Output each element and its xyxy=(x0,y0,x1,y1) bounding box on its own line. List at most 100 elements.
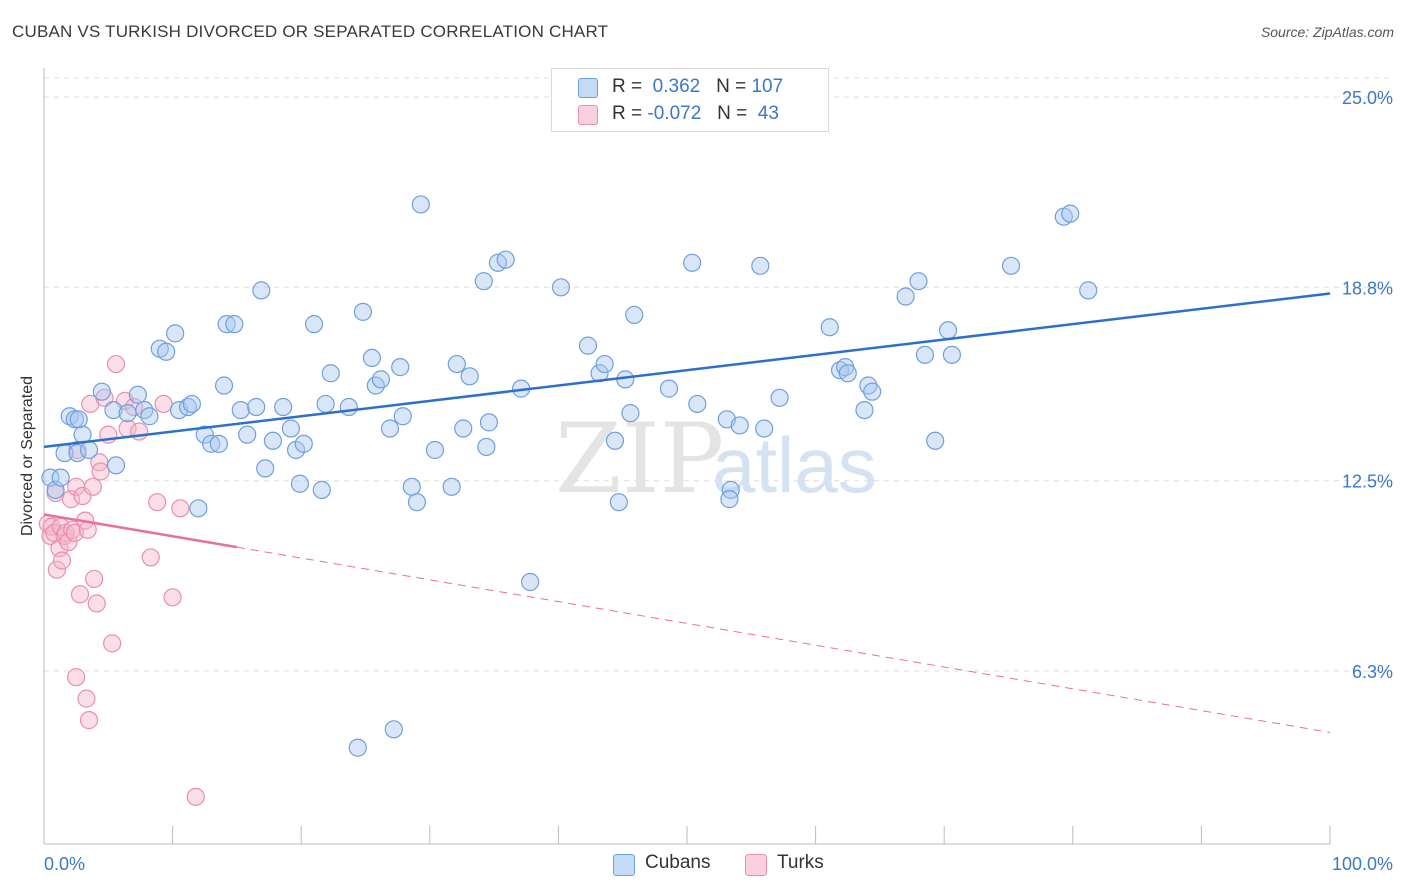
cubans-point xyxy=(659,379,679,398)
cubans-point xyxy=(721,480,740,499)
cubans-point xyxy=(751,256,770,275)
cubans-point xyxy=(595,354,614,374)
turks-point xyxy=(83,477,102,496)
cubans-point xyxy=(407,493,427,512)
cubans-point xyxy=(625,305,644,325)
watermark-zip: ZIP xyxy=(555,403,724,515)
bottom-legend-label-cubans: Cubans xyxy=(645,852,711,873)
turks-point xyxy=(47,560,66,579)
cubans-trendline xyxy=(43,292,1331,449)
cubans-point xyxy=(316,394,335,414)
cubans-point xyxy=(118,404,137,423)
cubans-point xyxy=(281,419,301,438)
cubans-point xyxy=(909,272,928,291)
cubans-point xyxy=(104,400,123,420)
legend-swatch-turks xyxy=(578,105,598,125)
cubans-point xyxy=(609,493,628,512)
x-tick-label-max: 100.0% xyxy=(1332,854,1393,874)
cubans-point xyxy=(312,480,331,499)
cubans-point xyxy=(411,195,430,214)
turks-point xyxy=(91,462,110,481)
cubans-point xyxy=(348,738,367,757)
cubans-point xyxy=(263,431,283,450)
bottom-legend-swatch-cubans xyxy=(613,854,635,876)
cubans-point xyxy=(393,407,412,426)
turks-point xyxy=(52,551,72,570)
legend-n-label: N = xyxy=(716,76,747,97)
cubans-point xyxy=(402,477,421,496)
turks-point xyxy=(186,787,205,806)
cubans-point xyxy=(68,443,87,463)
cubans-point xyxy=(942,345,962,364)
legend-r-label: R = xyxy=(612,103,643,124)
axes xyxy=(43,68,1331,845)
legend-n-label: N = xyxy=(717,103,748,124)
watermark-atlas: atlas xyxy=(712,421,877,509)
cubans-point xyxy=(294,434,313,453)
cubans-point xyxy=(474,272,493,291)
turks-point xyxy=(79,711,99,730)
cubans-point xyxy=(209,434,228,453)
cubans-point xyxy=(321,364,340,383)
cubans-point xyxy=(1061,204,1080,223)
cubans-point xyxy=(820,318,839,337)
cubans-point xyxy=(65,410,84,429)
turks-point xyxy=(63,520,82,539)
turks-point xyxy=(73,486,92,506)
turks-point xyxy=(77,689,96,708)
y-tick-label: 18.8% xyxy=(1342,278,1393,298)
cubans-point xyxy=(140,407,159,426)
turks-point xyxy=(67,668,86,687)
cubans-point xyxy=(92,382,111,401)
y-tick-label: 12.5% xyxy=(1342,472,1393,492)
turks-point xyxy=(103,634,122,653)
cubans-point xyxy=(362,348,382,368)
tick-labels: 6.3% 12.5% 18.8% 25.0% 0.0% 100.0% xyxy=(44,88,1393,874)
cubans-point xyxy=(128,385,147,404)
cubans-point xyxy=(855,400,874,420)
cubans-point xyxy=(730,416,749,435)
bottom-legend-label-turks: Turks xyxy=(777,852,824,873)
cubans-point xyxy=(217,315,236,334)
turks-point xyxy=(163,588,182,607)
x-tick-label-min: 0.0% xyxy=(44,854,85,874)
cubans-point xyxy=(720,490,739,509)
chart-title: CUBAN VS TURKISH DIVORCED OR SEPARATED C… xyxy=(12,22,609,41)
cubans-point xyxy=(189,499,208,518)
cubans-point xyxy=(231,400,250,420)
cubans-point xyxy=(202,434,221,453)
cubans-point xyxy=(454,419,473,438)
cubans-point xyxy=(51,468,70,487)
cubans-point xyxy=(79,440,99,460)
cubans-point xyxy=(479,413,499,432)
legend-r-value-cubans: 0.362 xyxy=(652,76,701,97)
cubans-point xyxy=(442,477,461,496)
cubans-point xyxy=(863,382,882,401)
y-tick-label: 6.3% xyxy=(1352,662,1393,682)
cubans-point xyxy=(496,250,515,269)
cubans-point xyxy=(247,397,266,417)
cubans-point xyxy=(182,394,201,414)
legend-n-value-cubans: 107 xyxy=(751,76,784,97)
cubans-point xyxy=(688,394,707,414)
cubans-point xyxy=(838,364,857,383)
cubans-point xyxy=(938,321,958,340)
cubans-point xyxy=(460,367,479,386)
turks-point xyxy=(106,354,126,374)
cubans-point xyxy=(274,397,293,417)
source-label: Source: ZipAtlas.com xyxy=(1260,24,1394,40)
turks-trendline-solid xyxy=(43,513,238,549)
cubans-point xyxy=(252,281,271,300)
cubans-point xyxy=(256,459,275,478)
cubans-point xyxy=(551,278,571,297)
cubans-point xyxy=(605,431,625,450)
legend-r-label: R = xyxy=(612,76,643,97)
trend-lines xyxy=(43,292,1331,733)
cubans-point xyxy=(353,302,373,321)
turks-point xyxy=(141,548,160,567)
stats-legend: R = 0.362 N = 107 R = -0.072 N = 43 xyxy=(551,68,829,132)
turks-point xyxy=(171,499,190,518)
legend-swatch-cubans xyxy=(578,78,598,98)
cubans-point xyxy=(926,431,945,450)
